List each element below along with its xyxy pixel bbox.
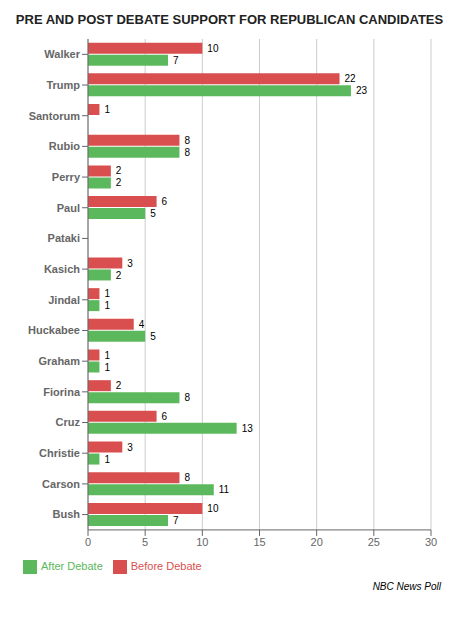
svg-text:Pataki: Pataki	[48, 232, 80, 244]
svg-text:Christie: Christie	[39, 447, 80, 459]
svg-text:Paul: Paul	[57, 202, 80, 214]
html-text:NBC News Poll: NBC News Poll	[372, 581, 441, 592]
svg-text:Carson: Carson	[42, 478, 80, 490]
svg-text:Perry: Perry	[52, 171, 81, 183]
svg-text:10: 10	[207, 503, 219, 514]
svg-text:6: 6	[162, 196, 168, 207]
svg-text:4: 4	[139, 319, 145, 330]
svg-text:2: 2	[116, 380, 122, 391]
svg-text:1: 1	[104, 300, 110, 311]
svg-text:22: 22	[345, 73, 357, 84]
svg-text:6: 6	[162, 411, 168, 422]
svg-text:7: 7	[173, 55, 179, 66]
svg-text:2: 2	[116, 165, 122, 176]
svg-text:Trump: Trump	[46, 79, 80, 91]
svg-text:15: 15	[253, 536, 265, 548]
svg-text:3: 3	[127, 258, 133, 269]
svg-text:1: 1	[104, 104, 110, 115]
svg-text:Jindal: Jindal	[48, 294, 80, 306]
html-text:After Debate: After Debate	[41, 559, 103, 572]
svg-text:5: 5	[142, 536, 148, 548]
svg-text:20: 20	[311, 536, 323, 548]
svg-text:1: 1	[104, 288, 110, 299]
svg-text:Walker: Walker	[44, 48, 80, 60]
svg-text:Fiorina: Fiorina	[43, 386, 81, 398]
svg-text:8: 8	[184, 392, 190, 403]
svg-text:10: 10	[207, 43, 219, 54]
svg-text:23: 23	[356, 85, 368, 96]
svg-text:Bush: Bush	[53, 508, 81, 520]
svg-text:30: 30	[425, 536, 437, 548]
svg-text:Graham: Graham	[38, 355, 80, 367]
svg-text:Rubio: Rubio	[49, 140, 80, 152]
svg-text:1: 1	[104, 362, 110, 373]
svg-text:0: 0	[85, 536, 91, 548]
svg-text:Kasich: Kasich	[44, 263, 80, 275]
svg-text:5: 5	[150, 331, 156, 342]
svg-text:1: 1	[104, 350, 110, 361]
svg-text:7: 7	[173, 515, 179, 526]
svg-text:3: 3	[127, 442, 133, 453]
svg-text:11: 11	[219, 484, 230, 495]
svg-text:Huckabee: Huckabee	[28, 324, 80, 336]
svg-text:10: 10	[196, 536, 208, 548]
svg-text:Santorum: Santorum	[29, 110, 81, 122]
svg-text:5: 5	[150, 208, 156, 219]
html-text:PRE AND POST DEBATE SUPPORT FO: PRE AND POST DEBATE SUPPORT FOR REPUBLIC…	[15, 12, 444, 27]
svg-text:2: 2	[116, 177, 122, 188]
svg-text:1: 1	[104, 454, 110, 465]
html-text:Before Debate: Before Debate	[130, 559, 202, 572]
svg-text:8: 8	[184, 135, 190, 146]
svg-text:25: 25	[368, 536, 380, 548]
svg-text:2: 2	[116, 270, 122, 281]
svg-text:13: 13	[242, 423, 254, 434]
svg-text:Cruz: Cruz	[56, 416, 81, 428]
svg-text:8: 8	[184, 147, 190, 158]
svg-text:8: 8	[184, 472, 190, 483]
